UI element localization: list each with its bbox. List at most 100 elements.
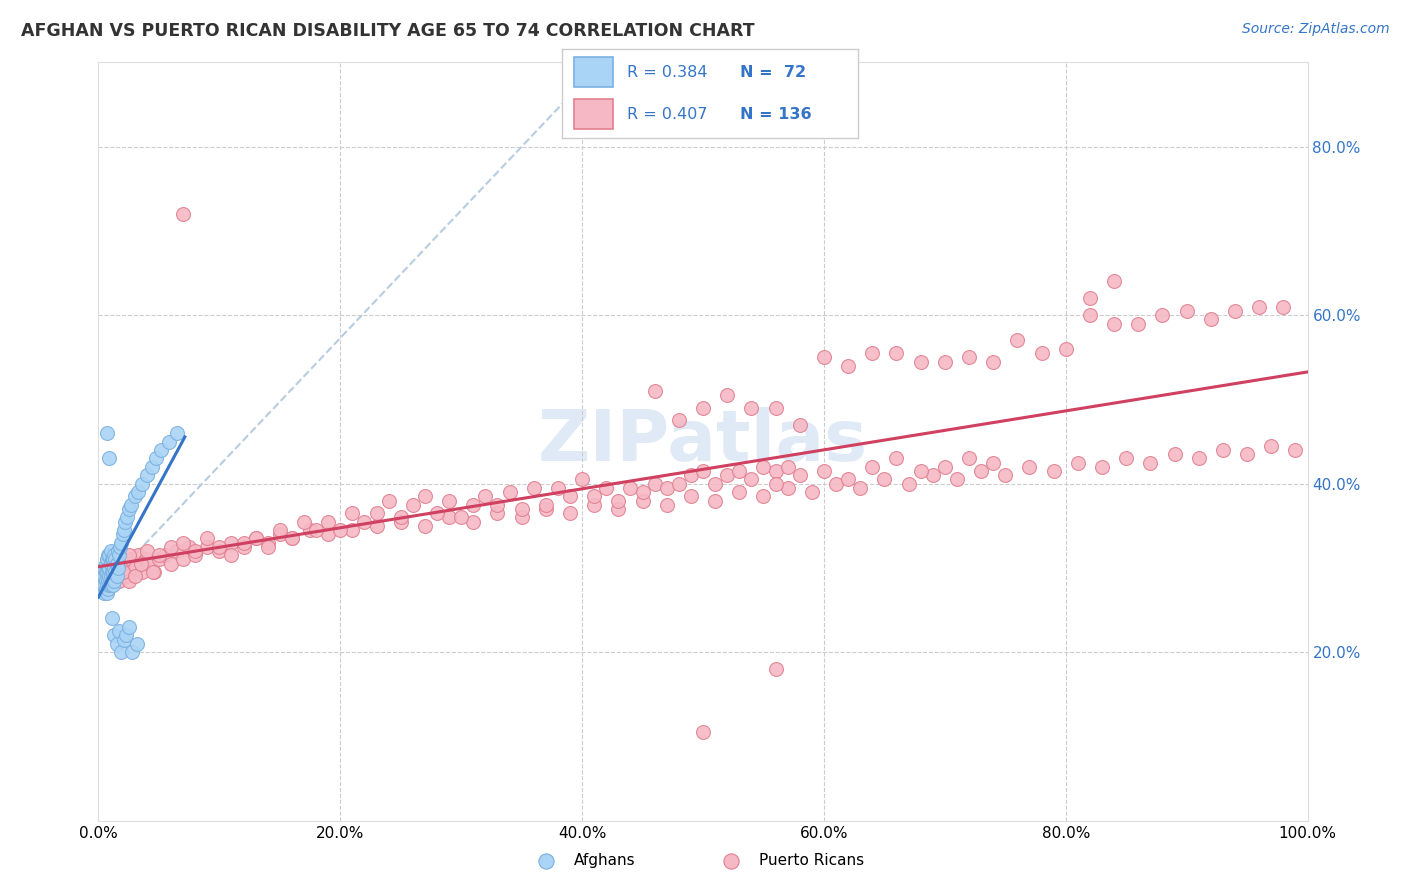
Point [105, 557, 128, 571]
Point [112, 523, 135, 537]
Point [402, 498, 425, 512]
Point [860, 459, 883, 474]
Point [112, 632, 135, 647]
Point [131, 565, 153, 579]
Point [179, 540, 201, 554]
Point [1260, 439, 1282, 453]
Text: Puerto Ricans: Puerto Ricans [759, 854, 865, 868]
Point [1128, 317, 1150, 331]
Point [100, 548, 122, 563]
Point [97, 561, 120, 575]
Point [141, 459, 163, 474]
Point [765, 662, 787, 676]
Point [256, 540, 278, 554]
Point [957, 351, 980, 365]
Point [232, 535, 254, 549]
Point [98, 548, 121, 563]
Point [115, 569, 138, 583]
Point [329, 523, 352, 537]
Point [510, 502, 533, 516]
Point [103, 628, 125, 642]
Point [97, 574, 120, 588]
Point [131, 476, 153, 491]
Point [655, 481, 678, 495]
Point [728, 464, 751, 478]
Point [110, 552, 132, 566]
Point [957, 451, 980, 466]
Point [668, 413, 690, 427]
Point [837, 473, 859, 487]
Point [114, 515, 136, 529]
Point [765, 476, 787, 491]
Point [498, 485, 520, 500]
Point [1102, 317, 1125, 331]
Point [100, 565, 122, 579]
Point [245, 532, 267, 546]
Point [1018, 459, 1040, 474]
Point [118, 502, 141, 516]
Point [100, 552, 122, 566]
Text: R = 0.384: R = 0.384 [627, 65, 707, 79]
Point [118, 620, 141, 634]
Point [534, 854, 557, 868]
Point [1212, 442, 1234, 457]
Point [118, 574, 141, 588]
Point [413, 518, 436, 533]
Text: ZIPatlas: ZIPatlas [538, 407, 868, 476]
Point [184, 548, 207, 563]
Point [1091, 459, 1114, 474]
Point [97, 582, 120, 596]
Point [765, 464, 787, 478]
FancyBboxPatch shape [574, 57, 613, 87]
Point [704, 493, 727, 508]
Point [1139, 456, 1161, 470]
Point [101, 578, 124, 592]
Point [93, 561, 115, 575]
Point [97, 548, 120, 563]
Point [107, 561, 129, 575]
Point [127, 485, 149, 500]
Point [668, 476, 690, 491]
Point [98, 578, 121, 592]
Point [716, 388, 738, 402]
Point [100, 611, 122, 625]
Point [148, 548, 170, 563]
Point [98, 569, 121, 583]
Point [342, 523, 364, 537]
Point [269, 527, 291, 541]
Point [1272, 300, 1295, 314]
Point [96, 561, 118, 575]
Point [166, 426, 188, 441]
Point [107, 544, 129, 558]
Point [886, 346, 908, 360]
Point [101, 565, 124, 579]
Point [1031, 346, 1053, 360]
Point [172, 535, 194, 549]
Point [644, 384, 666, 398]
Point [104, 565, 127, 579]
Point [366, 518, 388, 533]
Point [153, 548, 176, 563]
Point [776, 459, 799, 474]
Point [389, 515, 412, 529]
Point [740, 401, 762, 415]
Point [105, 565, 128, 579]
Point [1223, 304, 1246, 318]
Point [692, 725, 714, 739]
Point [104, 552, 127, 566]
Point [245, 532, 267, 546]
Point [124, 561, 146, 575]
Point [129, 557, 152, 571]
Point [1054, 342, 1077, 356]
Point [93, 569, 115, 583]
Point [172, 207, 194, 221]
Point [776, 481, 799, 495]
Text: N =  72: N = 72 [740, 65, 806, 79]
Point [100, 578, 122, 592]
Point [463, 498, 485, 512]
Point [127, 548, 149, 563]
Point [720, 854, 742, 868]
Point [752, 489, 775, 503]
Point [692, 401, 714, 415]
Point [752, 459, 775, 474]
